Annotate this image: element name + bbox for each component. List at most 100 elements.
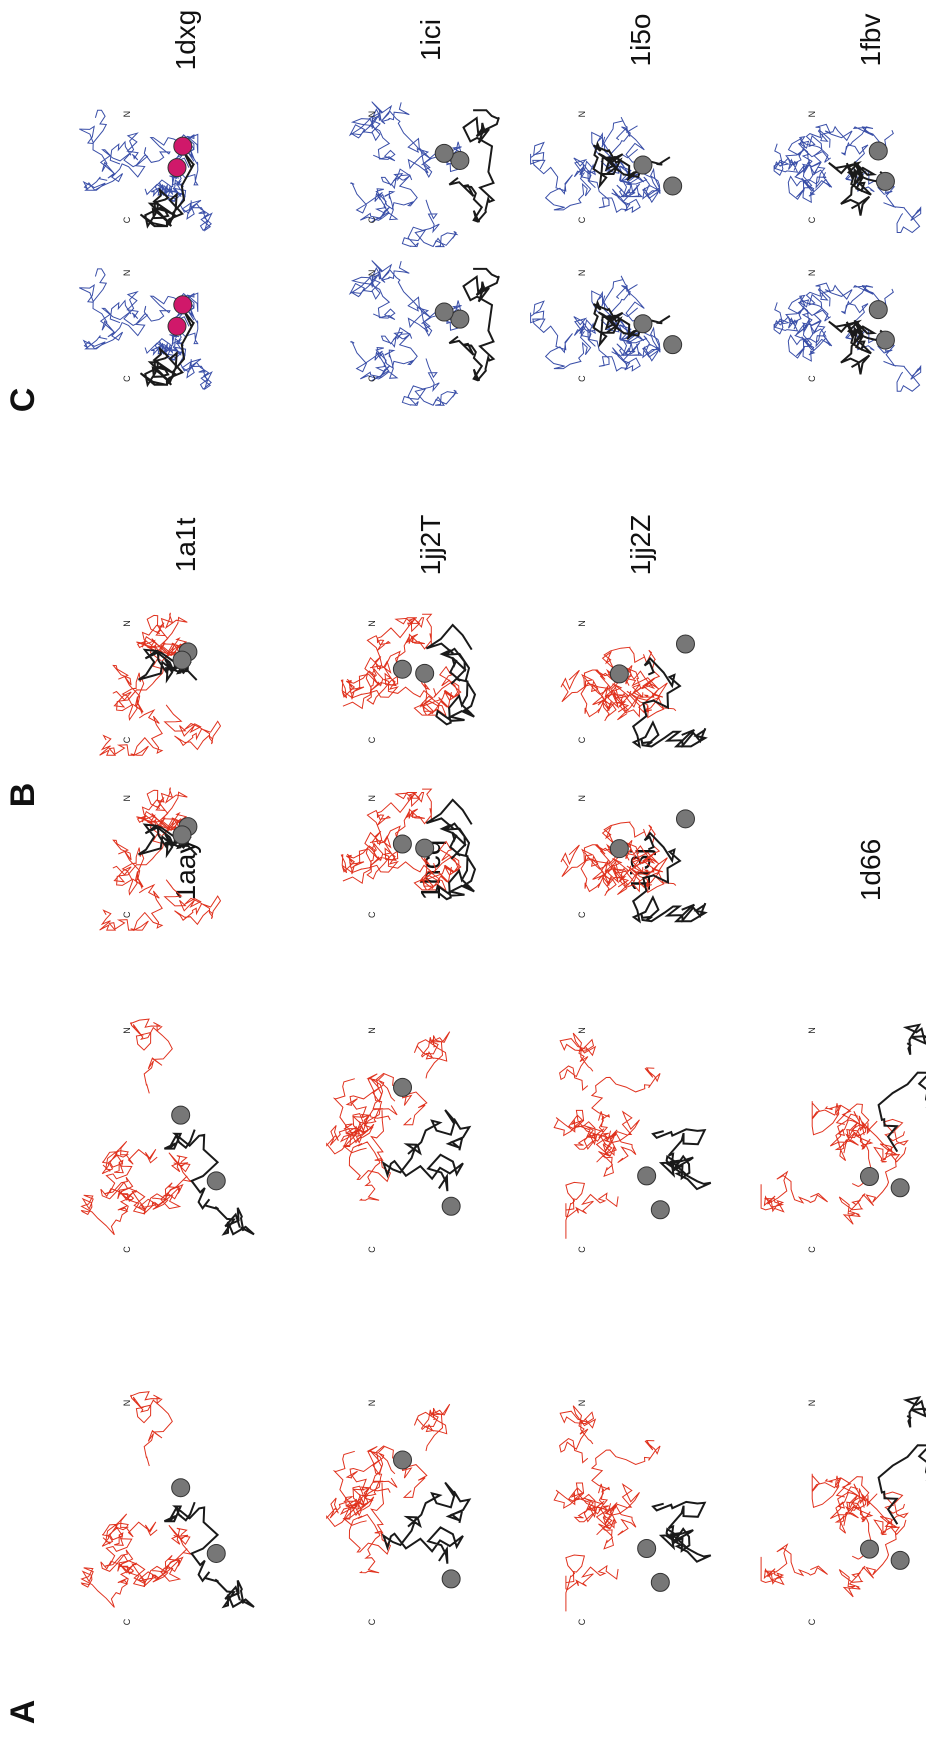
zinc-site: [860, 1168, 878, 1186]
zinc-site: [891, 1551, 909, 1569]
terminus-label: C: [577, 216, 587, 223]
structure-name: 1aay: [170, 840, 201, 901]
partner-chain: [566, 1555, 618, 1611]
zinc-site: [435, 144, 453, 162]
partner-chain: [349, 1110, 390, 1200]
terminus-label: C: [807, 375, 817, 382]
partner-chain: [566, 1182, 618, 1238]
partner-chain: [79, 110, 131, 178]
terminus-label: C: [577, 1246, 587, 1253]
terminus-label: C: [122, 1618, 132, 1625]
partner-chain: [414, 1032, 449, 1079]
structure-view: NC: [774, 270, 921, 392]
protein-backbone: [384, 1110, 470, 1191]
structure-name: 1jj2T: [415, 515, 446, 576]
protein-backbone: [879, 1398, 926, 1525]
partner-chain: [119, 1555, 182, 1586]
terminus-label: N: [367, 270, 377, 277]
terminus-label: N: [367, 795, 377, 802]
structure-view: NC: [774, 111, 921, 233]
partner-chain: [589, 1068, 660, 1144]
zinc-site: [634, 156, 652, 174]
partner-chain: [119, 1183, 182, 1214]
partner-chain: [377, 328, 418, 378]
structure-view: NC: [327, 1400, 470, 1626]
terminus-label: C: [367, 911, 377, 918]
structure-view: NC: [561, 620, 705, 746]
partner-chain: [560, 1033, 596, 1090]
terminus-label: N: [577, 1400, 587, 1407]
zinc-site: [634, 315, 652, 333]
zinc-site: [416, 839, 434, 857]
zinc-site: [676, 635, 694, 653]
partner-chain: [349, 1483, 390, 1573]
terminus-label: C: [807, 216, 817, 223]
zinc-site: [174, 296, 192, 314]
structure-name: 1d66: [855, 839, 886, 901]
structure-view: NC: [327, 1027, 470, 1253]
structure-name: 1fbv: [855, 14, 886, 67]
terminus-label: C: [367, 736, 377, 743]
structure-view: NC: [554, 1027, 711, 1253]
terminus-label: N: [367, 1400, 377, 1407]
zinc-site: [651, 1201, 669, 1219]
partner-chain: [589, 1441, 660, 1517]
panel-letter: A: [4, 1700, 42, 1725]
terminus-label: N: [367, 620, 377, 627]
zinc-site: [207, 1172, 225, 1190]
structure-name: 1a1t: [170, 518, 201, 573]
structure-view: NC: [341, 614, 475, 743]
partner-chain: [79, 269, 131, 337]
zinc-site: [394, 1451, 412, 1469]
zinc-site: [651, 1573, 669, 1591]
structure-view: NC: [82, 1392, 254, 1626]
partner-chain: [350, 183, 397, 222]
zinc-site: [869, 301, 887, 319]
partner-chain: [377, 169, 418, 219]
zinc-site: [638, 1167, 656, 1185]
terminus-label: N: [577, 795, 587, 802]
terminus-label: N: [122, 111, 132, 118]
terminus-label: C: [122, 736, 132, 743]
terminus-label: C: [367, 1618, 377, 1625]
terminus-label: C: [122, 216, 132, 223]
protein-backbone: [633, 658, 705, 746]
panel-letter: C: [4, 388, 42, 413]
terminus-label: N: [577, 1027, 587, 1034]
zinc-site: [393, 835, 411, 853]
structure-name: 1ici: [415, 19, 446, 61]
zinc-site: [860, 1540, 878, 1558]
terminus-label: N: [577, 270, 587, 277]
partner-chain: [347, 844, 398, 879]
protein-backbone: [653, 1129, 711, 1189]
structure-view: NC: [761, 1025, 926, 1253]
structure-view: NC: [350, 261, 499, 405]
structure-name: 1dxg: [170, 10, 201, 71]
zinc-site: [174, 137, 192, 155]
structure-view: NC: [761, 1398, 926, 1626]
terminus-label: N: [367, 111, 377, 118]
terminus-label: C: [577, 911, 587, 918]
terminus-label: C: [367, 375, 377, 382]
terminus-label: N: [122, 270, 132, 277]
structure-view: NC: [341, 789, 475, 918]
partner-chain: [761, 1545, 828, 1585]
structure-view: NC: [100, 788, 221, 931]
partner-chain: [761, 1172, 828, 1212]
zinc-site: [207, 1544, 225, 1562]
structure-view: NC: [531, 111, 682, 223]
partner-chain: [165, 705, 221, 750]
structure-view: NC: [79, 269, 211, 389]
structure-view: NC: [100, 613, 221, 756]
terminus-label: C: [577, 1618, 587, 1625]
structure-name: 1i5o: [625, 14, 656, 67]
partner-chain: [402, 359, 457, 406]
terminus-label: N: [807, 111, 817, 118]
partner-chain: [402, 200, 457, 247]
partner-chain: [131, 1392, 173, 1466]
zinc-site: [664, 336, 682, 354]
panel-letter: B: [4, 783, 42, 808]
zinc-site: [172, 1106, 190, 1124]
zinc-site: [876, 172, 894, 190]
zinc-site: [891, 1179, 909, 1197]
